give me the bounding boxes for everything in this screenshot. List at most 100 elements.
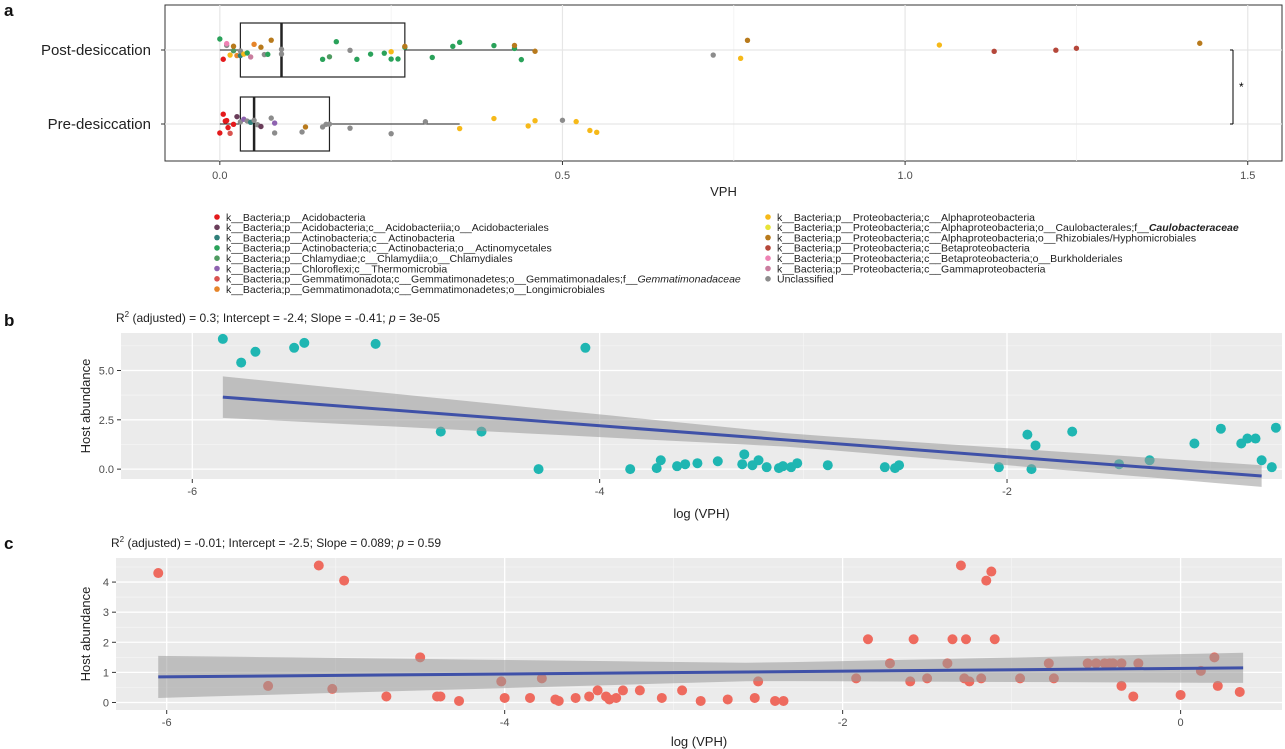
legend-label: k__Bacteria;p__Gemmatimonadota;c__Gemmat… — [226, 274, 741, 286]
legend-swatch — [765, 234, 771, 241]
x-tick-label: -2 — [1002, 486, 1012, 498]
jitter-point — [326, 121, 333, 127]
panel-c-scatter: R2 (adjusted) = -0.01; Intercept = -2.5;… — [78, 535, 1282, 749]
scatter-point — [739, 449, 750, 460]
stats-text: (adjusted) = 0.3; Intercept = -2.4; Slop… — [129, 311, 389, 325]
scatter-point — [822, 460, 833, 471]
legend-swatch — [214, 245, 220, 251]
scatter-point — [435, 691, 446, 702]
confidence-band — [222, 376, 1262, 487]
x-tick-label: 0 — [1178, 717, 1184, 729]
jitter-point — [223, 40, 230, 47]
scatter-point — [651, 463, 662, 474]
jitter-point — [388, 49, 394, 55]
legend-label: k__Bacteria;p__Proteobacteria;c__Alphapr… — [777, 222, 1239, 234]
panel-b-stats-title: R2 (adjusted) = 0.3; Intercept = -2.4; S… — [116, 310, 440, 325]
jitter-point — [247, 54, 254, 60]
jitter-point — [422, 119, 429, 125]
scatter-point — [1022, 429, 1033, 440]
legend-label-prefix: k__Bacteria;p__Proteobacteria;c__Alphapr… — [777, 222, 1149, 234]
scatter-point — [655, 455, 666, 466]
significance-bracket: * — [1230, 49, 1244, 125]
scatter-point — [1212, 680, 1223, 691]
jitter-point — [271, 120, 278, 126]
jitter-point — [491, 42, 497, 49]
stats-text: (adjusted) = -0.01; Intercept = -2.5; Sl… — [124, 536, 397, 550]
scatter-point — [695, 695, 706, 706]
r-symbol: R — [116, 311, 125, 325]
legend-swatch — [214, 234, 220, 241]
legend-swatch — [765, 255, 771, 261]
scatter-point — [533, 464, 544, 475]
r-symbol: R — [111, 536, 120, 550]
scatter-point — [1067, 426, 1078, 437]
panel-a-x-ticks: 0.0 0.5 1.0 1.5 — [212, 161, 1255, 182]
jitter-point — [402, 43, 408, 50]
scatter-point — [1256, 455, 1267, 466]
jitter-point — [347, 125, 353, 131]
jitter-point — [230, 43, 237, 49]
jitter-point — [710, 52, 716, 58]
scatter-point — [778, 695, 789, 706]
jitter-point — [525, 123, 531, 129]
jitter-point — [936, 42, 943, 48]
x-tick-label: -6 — [187, 486, 197, 498]
legend-label: k__Bacteria;p__Chloroflexi;c__Thermomicr… — [226, 263, 447, 275]
legend-label: k__Bacteria;p__Proteobacteria;c__Gammapr… — [777, 263, 1046, 275]
jitter-point — [333, 39, 340, 45]
panel-b-points — [217, 333, 1281, 475]
scatter-point — [1250, 433, 1261, 444]
jitter-point — [511, 42, 518, 49]
panel-b-x-axis-title: log (VPH) — [673, 506, 729, 521]
p-value: = 0.59 — [404, 536, 441, 550]
y-tick-label: 3 — [103, 607, 109, 619]
scatter-point — [499, 692, 510, 703]
legend-label: k__Bacteria;p__Proteobacteria;c__Alphapr… — [777, 232, 1196, 244]
jitter-point — [347, 47, 353, 53]
scatter-point — [722, 694, 733, 705]
scatter-point — [592, 685, 603, 696]
p-symbol: p — [388, 311, 396, 325]
jitter-point — [559, 117, 566, 123]
jitter-point — [388, 130, 394, 137]
scatter-point — [299, 337, 310, 348]
jitter-point — [518, 56, 525, 63]
jitter-point — [354, 56, 360, 63]
y-tick-label: 4 — [103, 577, 109, 589]
scatter-point — [381, 691, 392, 702]
scatter-point — [737, 459, 748, 470]
legend-label: k__Bacteria;p__Acidobacteria;c__Acidobac… — [226, 222, 549, 234]
jitter-point — [456, 39, 463, 46]
scatter-point — [1215, 423, 1226, 434]
y-tick-label: 1 — [103, 667, 109, 679]
legend-swatch — [214, 286, 220, 292]
legend-label: k__Bacteria;p__Gemmatimonadota;c__Gemmat… — [226, 284, 605, 296]
jitter-point — [991, 48, 997, 55]
jitter-point — [456, 125, 463, 132]
x-tick-label: 0.5 — [555, 170, 570, 182]
x-tick-label: 1.0 — [897, 170, 912, 182]
jitter-point — [395, 56, 401, 62]
scatter-point — [692, 458, 703, 469]
x-tick-label: -4 — [500, 717, 510, 729]
panel-b-y-axis-title: Host abundance — [78, 359, 93, 454]
panel-a-x-axis-title: VPH — [710, 184, 737, 199]
jitter-point — [491, 115, 497, 122]
legend-label: k__Bacteria;p__Proteobacteria;c__Betapro… — [777, 253, 1123, 265]
legend-swatch — [765, 245, 771, 251]
scatter-point — [656, 692, 667, 703]
jitter-point — [429, 54, 435, 61]
confidence-band — [158, 652, 1244, 698]
jitter-point — [227, 52, 233, 58]
regression-line — [158, 666, 1244, 679]
jitter-point — [450, 43, 456, 50]
legend-label-family: Caulobacteraceae — [1149, 222, 1239, 234]
scatter-point — [313, 560, 324, 571]
scatter-point — [792, 458, 803, 469]
superscript-2: 2 — [120, 535, 125, 544]
scatter-point — [753, 455, 764, 466]
jitter-point — [217, 130, 223, 136]
scatter-point — [908, 634, 919, 645]
jitter-point — [594, 129, 600, 136]
legend-label: k__Bacteria;p__Actinobacteria;c__Actinob… — [226, 232, 455, 244]
